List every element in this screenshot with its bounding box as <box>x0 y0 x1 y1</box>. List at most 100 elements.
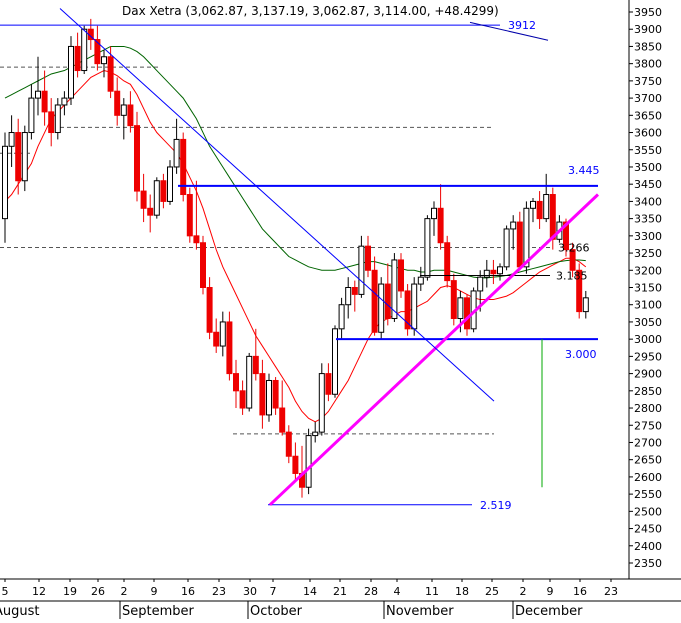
candle-body <box>338 304 345 330</box>
y-tick-label: 2650 <box>634 454 662 467</box>
moving-average-line <box>4 45 586 279</box>
candle-body <box>140 190 147 209</box>
candle-body <box>543 194 550 220</box>
x-month-label: December <box>515 604 583 619</box>
y-tick-label: 3050 <box>634 316 662 329</box>
candle-body <box>266 379 272 416</box>
x-tick-label: 11 <box>425 585 439 598</box>
y-tick-label: 2550 <box>634 488 662 501</box>
candle-body <box>107 56 114 92</box>
candle-body <box>332 328 338 395</box>
level-label: 3.266 <box>558 242 590 255</box>
y-tick-label: 3200 <box>634 264 662 277</box>
y-tick-label: 3450 <box>634 178 662 191</box>
candle-body <box>114 90 121 116</box>
candle-body <box>246 355 253 409</box>
candle-body <box>391 259 398 319</box>
y-tick-label: 2750 <box>634 419 662 432</box>
candles <box>2 18 589 498</box>
y-tick-label: 2450 <box>634 523 662 536</box>
x-tick-label: 4 <box>394 585 401 598</box>
candle-body <box>417 276 424 285</box>
candle-body <box>536 200 543 220</box>
candle-body <box>35 90 41 99</box>
y-tick-label: 2600 <box>634 471 662 484</box>
y-tick-label: 3600 <box>634 127 662 140</box>
y-tick-label: 3850 <box>634 40 662 53</box>
y-tick-label: 3350 <box>634 213 662 226</box>
candle-body <box>48 111 55 134</box>
y-tick-label: 2400 <box>634 540 662 553</box>
candle-body <box>81 28 88 72</box>
candle-body <box>15 132 22 182</box>
level-label: 3.000 <box>565 348 597 361</box>
candle-body <box>147 207 154 216</box>
x-tick-label: 5 <box>2 585 9 598</box>
y-tick-label: 2950 <box>634 350 662 363</box>
candle-body <box>576 269 583 313</box>
moving-averages <box>4 45 587 423</box>
candle-body <box>193 235 200 244</box>
candle-body <box>206 287 213 333</box>
candle-body <box>523 207 530 268</box>
candle-body <box>378 283 385 333</box>
chart-title: Dax Xetra (3,062.87, 3,137.19, 3,062.87,… <box>122 4 499 18</box>
candle-body <box>431 207 437 220</box>
candle-body <box>365 245 371 271</box>
x-tick-label: 18 <box>455 585 469 598</box>
candle-body <box>345 287 352 306</box>
candle-body <box>503 228 510 268</box>
candle-body <box>450 280 457 319</box>
y-tick-label: 3300 <box>634 230 662 243</box>
y-tick-label: 3650 <box>634 109 662 122</box>
x-month-label: November <box>386 604 454 619</box>
y-tick-label: 3100 <box>634 299 662 312</box>
candle-body <box>371 269 378 333</box>
x-tick-label: 9 <box>151 585 158 598</box>
y-tick-label: 2500 <box>634 505 662 518</box>
candle-body <box>41 90 48 113</box>
y-tick-label: 3700 <box>634 92 662 105</box>
candle-body <box>120 104 127 116</box>
candle-body <box>510 221 517 230</box>
level-label: 3912 <box>508 19 536 32</box>
candle-body <box>312 431 319 437</box>
candle-body <box>444 242 451 282</box>
candle-body <box>490 269 497 275</box>
x-tick-label: 16 <box>573 585 587 598</box>
candle-body <box>272 379 279 409</box>
candle-body <box>530 200 536 209</box>
candle-body <box>68 45 74 99</box>
candle-body <box>582 297 589 313</box>
candle-body <box>28 97 35 134</box>
x-tick-label: 25 <box>485 585 499 598</box>
candle-body <box>318 373 325 433</box>
x-tick-label: 23 <box>212 585 226 598</box>
candle-body <box>8 132 15 147</box>
level-label: 3.185 <box>556 269 588 282</box>
candle-body <box>21 132 28 182</box>
candle-body <box>200 242 206 288</box>
trend-lines <box>0 8 600 506</box>
candle-body <box>437 207 444 244</box>
candle-body <box>101 56 107 65</box>
x-tick-label: 12 <box>32 585 46 598</box>
candle-body <box>457 297 464 319</box>
level-label: 2.519 <box>480 499 512 512</box>
y-tick-label: 3750 <box>634 75 662 88</box>
candle-body <box>424 218 431 278</box>
candle-body <box>411 283 418 330</box>
candle-body <box>153 180 160 216</box>
y-tick-label: 3250 <box>634 247 662 260</box>
level-label: 3.445 <box>568 164 600 177</box>
y-tick-label: 3400 <box>634 195 662 208</box>
x-month-label: August <box>0 604 40 619</box>
x-tick-label: 23 <box>604 585 618 598</box>
candle-body <box>549 194 556 240</box>
candle-body <box>325 373 332 395</box>
y-tick-label: 2900 <box>634 368 662 381</box>
candle-body <box>351 287 358 295</box>
candle-body <box>305 435 312 488</box>
candle-body <box>233 373 239 392</box>
